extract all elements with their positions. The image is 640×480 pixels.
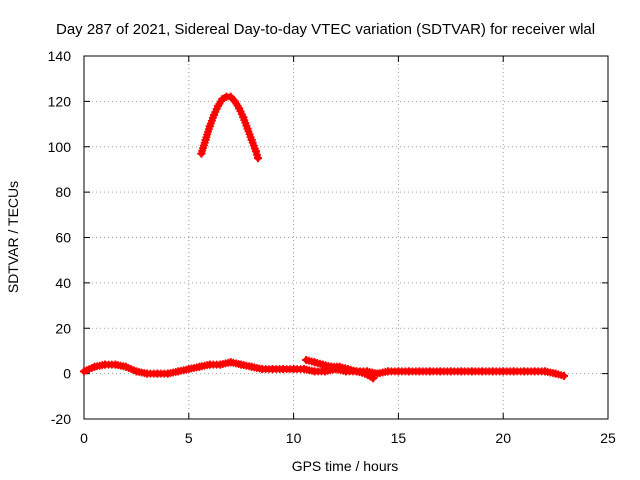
y-tick-label: 40 xyxy=(55,275,71,291)
data-point-main xyxy=(530,367,539,376)
data-point-main xyxy=(195,362,204,371)
data-point-main xyxy=(551,369,560,378)
data-point-arc xyxy=(251,147,260,156)
y-tick-label: 140 xyxy=(48,48,72,64)
x-tick-label: 20 xyxy=(495,430,511,446)
data-point-main xyxy=(101,360,109,369)
y-tick-label: 80 xyxy=(55,184,71,200)
chart-title: Day 287 of 2021, Sidereal Day-to-day VTE… xyxy=(56,21,595,38)
data-point-main xyxy=(373,369,382,378)
data-point-main xyxy=(415,367,424,376)
series-layer xyxy=(80,92,568,383)
data-point-arc xyxy=(210,111,218,119)
data-point-main xyxy=(121,362,130,371)
data-point-arc xyxy=(230,97,239,106)
axis-ticks: 0 5 10 15 20 25 -20 0 20 40 60 80 100 120 140 xyxy=(48,48,616,446)
y-axis-label: SDTVAR / TECUs xyxy=(5,181,21,293)
data-point-main xyxy=(205,360,214,369)
data-point-main xyxy=(560,371,568,380)
data-point-main xyxy=(436,367,445,376)
data-point-arc xyxy=(201,135,210,144)
data-point-main xyxy=(279,365,288,374)
data-point-main xyxy=(174,367,183,376)
y-tick-label: 20 xyxy=(55,320,71,336)
data-point-arc xyxy=(247,135,256,144)
data-point-arc xyxy=(226,92,235,101)
data-point-arc xyxy=(235,104,244,113)
data-point-main xyxy=(300,365,309,374)
data-point-main xyxy=(425,367,434,376)
data-point-main xyxy=(90,362,99,371)
x-tick-label: 0 xyxy=(80,430,88,446)
grid xyxy=(84,56,608,419)
data-point-secondary xyxy=(335,362,344,371)
data-point-secondary xyxy=(310,358,319,367)
data-point-main xyxy=(153,369,162,378)
x-tick-label: 25 xyxy=(600,430,616,446)
data-point-main xyxy=(258,365,267,374)
data-point-main xyxy=(142,369,151,378)
data-point-arc xyxy=(197,149,206,158)
data-point-main xyxy=(289,365,298,374)
data-point-main xyxy=(488,367,497,376)
data-point-arc xyxy=(254,154,262,163)
data-point-main xyxy=(80,367,88,376)
data-point-main xyxy=(163,369,172,378)
data-point-main xyxy=(383,367,392,376)
data-point-secondary xyxy=(369,374,378,383)
data-point-main xyxy=(226,358,235,367)
data-point-main xyxy=(247,362,256,371)
data-point-arc xyxy=(239,113,248,122)
data-point-secondary xyxy=(344,365,353,374)
data-point-main xyxy=(394,367,403,376)
data-point-secondary xyxy=(327,362,336,371)
data-point-arc xyxy=(214,101,223,110)
data-point-main xyxy=(509,367,518,376)
data-point-main xyxy=(404,367,413,376)
data-point-main xyxy=(184,365,193,374)
data-point-main xyxy=(520,367,529,376)
data-point-main xyxy=(467,367,476,376)
data-point-main xyxy=(216,360,225,369)
data-point-main xyxy=(499,367,508,376)
data-point-main xyxy=(237,360,246,369)
x-tick-label: 15 xyxy=(391,430,407,446)
data-point-secondary xyxy=(318,360,327,369)
data-point-main xyxy=(446,367,455,376)
data-point-secondary xyxy=(352,367,361,376)
y-tick-label: 60 xyxy=(55,230,71,246)
data-point-arc xyxy=(243,124,252,133)
data-point-main xyxy=(541,367,550,376)
x-axis-label: GPS time / hours xyxy=(292,458,399,474)
y-tick-label: 120 xyxy=(48,93,72,109)
data-point-main xyxy=(268,365,277,374)
data-point-main xyxy=(111,360,120,369)
data-point-main xyxy=(310,367,319,376)
y-tick-label: 0 xyxy=(63,366,71,382)
y-tick-label: 100 xyxy=(48,139,72,155)
y-tick-label: -20 xyxy=(51,411,71,427)
data-point-secondary xyxy=(360,369,369,378)
x-tick-label: 10 xyxy=(286,430,302,446)
data-point-main xyxy=(132,367,141,376)
data-point-arc xyxy=(218,95,227,104)
data-point-secondary xyxy=(302,356,311,364)
data-point-main xyxy=(478,367,487,376)
data-point-main xyxy=(457,367,466,376)
x-tick-label: 5 xyxy=(185,430,193,446)
data-point-arc xyxy=(205,122,214,131)
